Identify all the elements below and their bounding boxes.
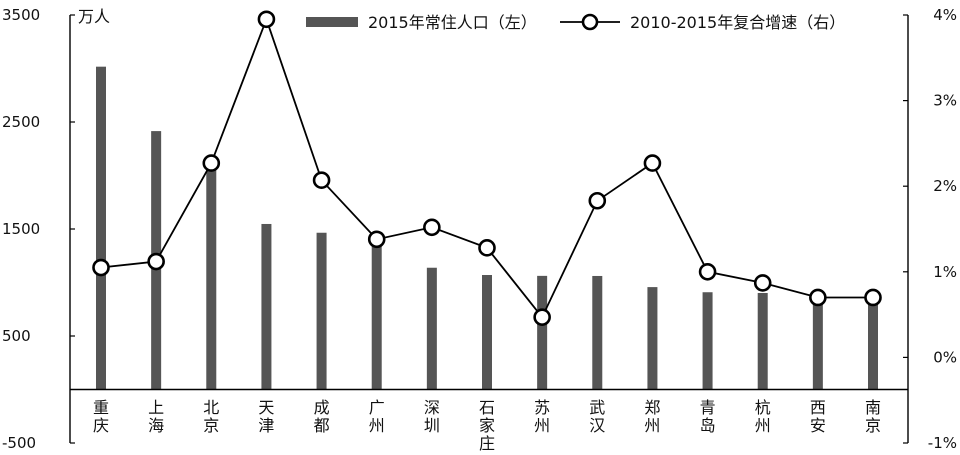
bar-3 [261,223,272,390]
bar-5 [371,245,382,390]
line-point-2 [202,154,221,172]
bar-10 [647,287,658,390]
category-label-11: 青岛 [700,398,716,435]
category-label-9: 武汉 [589,398,605,435]
bar-9 [592,275,603,390]
legend-line-marker [581,13,599,31]
category-label-14: 南京 [865,398,881,435]
bar-12 [757,292,768,390]
bar-2 [206,157,217,390]
bar-8 [537,275,548,390]
right-tick-label-3: 2% [933,177,957,195]
right-tick-label-2: 1% [933,263,957,281]
right-tick-label-5: 4% [933,6,957,24]
category-label-3: 天津 [258,398,274,435]
left-axis-unit: 万人 [78,7,110,26]
line-point-3 [257,10,276,29]
line-point-7 [478,239,496,257]
category-label-4: 成都 [314,398,330,435]
right-tick-label-0: -1% [928,434,957,452]
bar-series [96,66,878,390]
line-point-11 [698,262,717,281]
line-point-4 [312,171,331,190]
left-tick-label-0: -500 [2,434,36,452]
line-point-14 [864,288,882,307]
bar-7 [482,275,492,390]
legend-bar-label: 2015年常住人口（左） [368,13,537,32]
category-label-12: 杭州 [755,398,771,435]
category-label-8: 苏州 [534,398,550,435]
bar-6 [426,267,437,390]
line-point-6 [423,218,441,237]
category-label-6: 深圳 [424,398,440,435]
line-point-5 [367,230,386,249]
bar-0 [96,66,106,390]
line-point-12 [753,274,772,292]
bar-14 [868,301,878,390]
category-label-1: 上海 [148,398,164,435]
bar-4 [316,232,327,390]
category-label-5: 广州 [369,398,385,435]
category-label-2: 北京 [203,398,219,435]
line-point-13 [809,288,827,307]
category-label-13: 西安 [810,398,826,435]
left-tick-label-3: 2500 [2,113,40,131]
legend-line-label: 2010-2015年复合增速（右） [630,13,845,32]
category-label-7: 石家庄 [479,398,495,453]
line-point-10 [643,154,662,172]
category-label-0: 重庆 [93,398,109,435]
left-tick-label-4: 3500 [2,6,40,24]
left-tick-label-1: 500 [2,327,31,345]
bar-13 [812,296,823,390]
left-tick-label-2: 1500 [2,220,40,238]
category-label-10: 郑州 [644,398,660,435]
legend-bar-swatch [306,17,358,27]
line-point-0 [92,258,110,277]
line-point-9 [588,191,607,210]
line-series [92,10,882,326]
legend: 2015年常住人口（左） 2010-2015年复合增速（右） [306,13,845,32]
line-point-1 [147,252,165,271]
right-tick-label-1: 0% [933,348,957,366]
axes [69,14,909,444]
bar-11 [702,292,713,390]
right-tick-label-4: 3% [933,92,957,110]
line-point-8 [533,308,551,326]
